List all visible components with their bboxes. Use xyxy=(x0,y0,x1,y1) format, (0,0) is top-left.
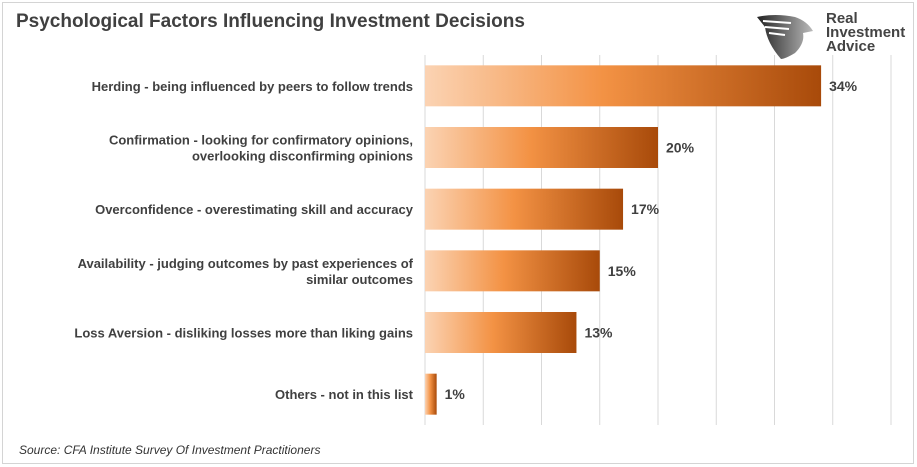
category-label: Loss Aversion - disliking losses more th… xyxy=(74,326,413,341)
source-note: Source: CFA Institute Survey Of Investme… xyxy=(19,443,321,457)
category-label: Confirmation - looking for confirmatory … xyxy=(109,133,413,148)
data-label: 20% xyxy=(666,140,695,156)
eagle-shield-icon xyxy=(757,15,813,59)
category-label: overlooking disconfirming opinions xyxy=(192,149,413,164)
bar xyxy=(425,250,600,292)
data-label: 15% xyxy=(608,263,637,279)
logo: Real Investment Advice xyxy=(755,10,906,59)
chart-title: Psychological Factors Influencing Invest… xyxy=(16,11,525,32)
category-label: similar outcomes xyxy=(306,272,413,287)
logo-line: Advice xyxy=(826,38,876,55)
data-label: 13% xyxy=(584,325,613,341)
logo-line: Investment xyxy=(826,24,906,41)
data-label: 34% xyxy=(829,78,858,94)
bar xyxy=(425,373,437,415)
category-label: Availability - judging outcomes by past … xyxy=(78,256,414,271)
category-label: Overconfidence - overestimating skill an… xyxy=(95,202,414,217)
data-label: 1% xyxy=(445,386,466,402)
bar xyxy=(425,65,822,107)
bar xyxy=(425,188,624,230)
bar xyxy=(425,127,658,168)
category-label: Others - not in this list xyxy=(275,387,414,402)
logo-line: Real xyxy=(826,10,858,27)
bar xyxy=(425,312,577,353)
logo-text: Real Investment Advice xyxy=(826,10,906,55)
category-label: Herding - being influenced by peers to f… xyxy=(92,79,413,94)
bar-chart: 34% Herding - being influenced by peers t… xyxy=(74,55,892,425)
data-label: 17% xyxy=(631,201,660,217)
